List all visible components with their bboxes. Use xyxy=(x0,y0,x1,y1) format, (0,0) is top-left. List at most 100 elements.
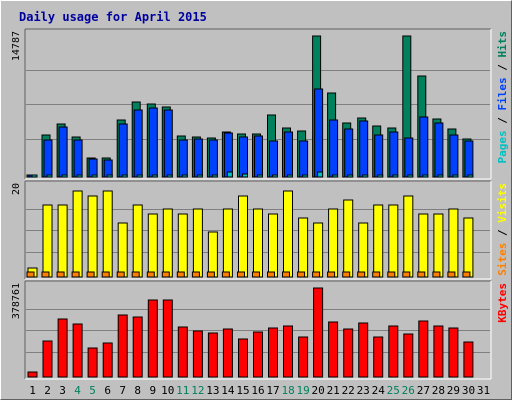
bar-visits-18 xyxy=(283,190,293,278)
bar-visits-25 xyxy=(388,204,399,278)
x-tick-label-19: 19 xyxy=(296,384,309,397)
bar-pages-27 xyxy=(422,174,429,178)
bar-files-13 xyxy=(208,139,218,178)
bar-sites-2 xyxy=(41,271,50,278)
bar-visits-4 xyxy=(72,190,83,278)
bar-sites-24 xyxy=(372,271,381,278)
bar-files-17 xyxy=(269,140,278,178)
bar-pages-7 xyxy=(121,174,128,178)
x-tick-label-23: 23 xyxy=(357,384,370,397)
bar-visits-30 xyxy=(463,217,474,278)
bar-visits-27 xyxy=(418,213,429,278)
bar-kbytes-10 xyxy=(162,299,173,378)
x-tick-label-1: 1 xyxy=(29,384,36,397)
bar-kbytes-27 xyxy=(418,320,429,378)
bar-visits-13 xyxy=(207,231,218,278)
x-tick-label-27: 27 xyxy=(417,384,430,397)
bar-pages-9 xyxy=(151,174,158,178)
bar-pages-21 xyxy=(332,174,339,178)
bar-sites-18 xyxy=(282,271,290,278)
bar-files-30 xyxy=(464,140,474,178)
bar-pages-22 xyxy=(347,174,354,178)
bar-visits-9 xyxy=(147,213,158,278)
x-tick-label-30: 30 xyxy=(462,384,475,397)
bar-pages-10 xyxy=(166,174,173,178)
bar-visits-24 xyxy=(373,204,384,278)
bar-pages-12 xyxy=(196,174,203,178)
bar-pages-17 xyxy=(272,174,278,178)
bar-files-11 xyxy=(178,139,188,178)
bar-files-16 xyxy=(254,135,263,178)
bar-sites-17 xyxy=(267,271,275,278)
bar-kbytes-16 xyxy=(253,331,263,378)
legend-kbytes: KBytes xyxy=(496,283,509,323)
bar-files-24 xyxy=(374,134,384,178)
bar-kbytes-13 xyxy=(207,332,218,378)
bar-files-12 xyxy=(193,138,203,178)
bar-pages-1 xyxy=(31,174,38,178)
bar-files-23 xyxy=(359,120,369,178)
bar-pages-24 xyxy=(377,174,384,178)
y-max-label: 378761 xyxy=(11,283,22,319)
legend-entry: KBytes xyxy=(496,283,509,323)
legend-entry: Pages xyxy=(496,130,509,163)
x-tick-label-4: 4 xyxy=(74,384,81,397)
bar-pages-13 xyxy=(211,174,218,178)
bar-pages-3 xyxy=(61,174,68,178)
x-tick-label-20: 20 xyxy=(311,384,324,397)
bar-files-4 xyxy=(73,139,83,178)
bar-sites-15 xyxy=(237,271,245,278)
bar-pages-11 xyxy=(181,174,188,178)
x-tick-label-16: 16 xyxy=(251,384,264,397)
x-tick-label-17: 17 xyxy=(266,384,279,397)
bar-files-27 xyxy=(419,116,429,178)
x-tick-label-7: 7 xyxy=(119,384,126,397)
bar-sites-27 xyxy=(417,271,426,278)
bar-visits-8 xyxy=(132,204,143,278)
bar-visits-10 xyxy=(162,208,173,278)
x-tick-label-21: 21 xyxy=(327,384,340,397)
bar-pages-15 xyxy=(242,173,248,178)
bar-pages-20 xyxy=(317,171,324,178)
x-tick-label-9: 9 xyxy=(149,384,156,397)
bar-pages-18 xyxy=(287,174,293,178)
legend-entry: / xyxy=(496,111,509,131)
bar-pages-8 xyxy=(136,174,143,178)
bar-files-18 xyxy=(284,131,293,178)
x-tick-label-3: 3 xyxy=(59,384,66,397)
bar-files-28 xyxy=(434,122,444,178)
bar-files-3 xyxy=(58,126,68,178)
bar-kbytes-8 xyxy=(132,316,143,378)
bar-visits-15 xyxy=(238,195,248,278)
bar-sites-20 xyxy=(312,271,321,278)
bar-sites-12 xyxy=(191,271,200,278)
bar-sites-22 xyxy=(342,271,351,278)
legend-entry: Files xyxy=(496,77,509,110)
bar-sites-4 xyxy=(71,271,80,278)
bar-sites-13 xyxy=(206,271,215,278)
bar-pages-30 xyxy=(467,174,474,178)
bar-visits-11 xyxy=(177,213,188,278)
bar-files-9 xyxy=(148,107,158,178)
x-tick-label-12: 12 xyxy=(191,384,204,397)
bar-sites-10 xyxy=(161,271,170,278)
bar-visits-23 xyxy=(358,222,369,278)
bar-pages-4 xyxy=(76,174,83,178)
x-tick-label-10: 10 xyxy=(161,384,174,397)
bar-sites-7 xyxy=(116,271,125,278)
bar-kbytes-28 xyxy=(433,325,444,378)
x-tick-label-11: 11 xyxy=(176,384,189,397)
bar-files-14 xyxy=(223,132,233,178)
bar-files-8 xyxy=(133,109,143,178)
bar-kbytes-15 xyxy=(238,338,248,378)
bar-pages-26 xyxy=(407,174,414,178)
x-tick-label-15: 15 xyxy=(236,384,249,397)
bar-pages-23 xyxy=(362,174,369,178)
bar-kbytes-4 xyxy=(72,323,83,378)
bar-visits-2 xyxy=(42,204,53,278)
bar-files-5 xyxy=(88,158,98,178)
bar-files-22 xyxy=(344,128,354,178)
legend-entry: Visits xyxy=(496,183,509,223)
